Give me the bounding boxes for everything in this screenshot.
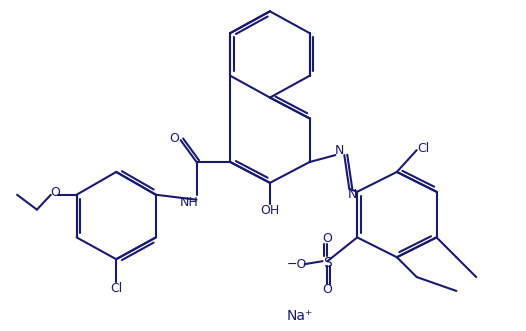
Text: NH: NH	[179, 196, 198, 209]
Text: O: O	[322, 283, 332, 297]
Text: −O: −O	[287, 258, 307, 271]
Text: Cl: Cl	[110, 282, 123, 296]
Text: S: S	[323, 256, 332, 270]
Text: O: O	[50, 186, 59, 199]
Text: N: N	[335, 144, 344, 157]
Text: N: N	[348, 188, 357, 201]
Text: OH: OH	[260, 204, 279, 217]
Text: O: O	[322, 232, 332, 245]
Text: Na⁺: Na⁺	[287, 309, 313, 323]
Text: Cl: Cl	[418, 142, 430, 155]
Text: O: O	[169, 132, 179, 145]
